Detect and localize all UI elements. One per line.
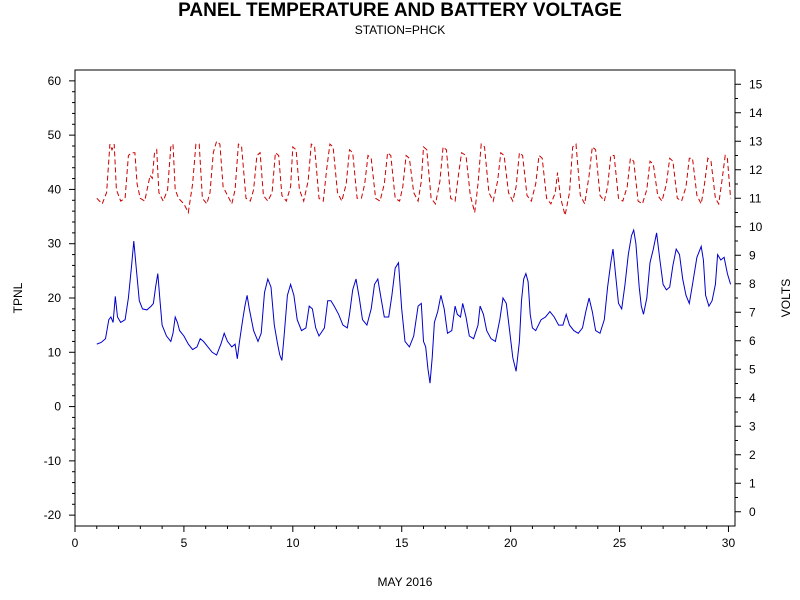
y-right-tick-label: 7 bbox=[749, 305, 756, 319]
plot-frame bbox=[74, 69, 736, 527]
x-axis-label: MAY 2016 bbox=[378, 575, 433, 589]
y-left-tick-label: 30 bbox=[48, 237, 62, 251]
x-tick-label: 0 bbox=[72, 536, 79, 550]
y-left-tick-label: 50 bbox=[48, 128, 62, 142]
y-left-tick-label: 40 bbox=[48, 182, 62, 196]
x-tick-label: 15 bbox=[395, 536, 409, 550]
y-left-tick-label: 60 bbox=[48, 74, 62, 88]
y-right-tick-label: 8 bbox=[749, 277, 756, 291]
y-right-tick-label: 9 bbox=[749, 248, 756, 262]
y-left-tick-label: -20 bbox=[44, 508, 62, 522]
y-right-tick-label: 15 bbox=[749, 77, 763, 91]
x-tick-label: 5 bbox=[181, 536, 188, 550]
y-right-tick-label: 10 bbox=[749, 220, 763, 234]
y-right-tick-label: 6 bbox=[749, 334, 756, 348]
y-left-tick-label: -10 bbox=[44, 454, 62, 468]
y-right-tick-label: 4 bbox=[749, 391, 756, 405]
chart-subtitle: STATION=PHCK bbox=[354, 23, 446, 37]
series-layer bbox=[96, 140, 732, 384]
x-tick-label: 10 bbox=[286, 536, 300, 550]
y-left-tick-label: 20 bbox=[48, 291, 62, 305]
y-right-tick-label: 0 bbox=[749, 505, 756, 519]
y-left-tick-label: 0 bbox=[54, 400, 61, 414]
y-right-tick-label: 3 bbox=[749, 419, 756, 433]
y-right-tick-label: 12 bbox=[749, 163, 763, 177]
x-tick-label: 30 bbox=[722, 536, 736, 550]
y-right-tick-label: 1 bbox=[749, 476, 756, 490]
series-line-tpnl bbox=[96, 228, 732, 384]
y-axis-left-label: TPNL bbox=[11, 282, 25, 313]
y-right-tick-label: 14 bbox=[749, 106, 763, 120]
y-right-tick-label: 5 bbox=[749, 362, 756, 376]
y-axis-right-label: VOLTS bbox=[779, 279, 793, 317]
axes-layer: 0 5 10 15 20 25 30-20-100102030405060012345678… bbox=[44, 74, 763, 550]
chart-title: PANEL TEMPERATURE AND BATTERY VOLTAGE bbox=[178, 0, 622, 21]
y-right-tick-label: 13 bbox=[749, 134, 763, 148]
x-tick-label: 25 bbox=[613, 536, 627, 550]
y-right-tick-label: 2 bbox=[749, 448, 756, 462]
y-right-tick-label: 11 bbox=[749, 191, 762, 205]
y-left-tick-label: 10 bbox=[48, 345, 62, 359]
x-tick-label: 20 bbox=[504, 536, 518, 550]
series-line-volts bbox=[96, 140, 732, 216]
